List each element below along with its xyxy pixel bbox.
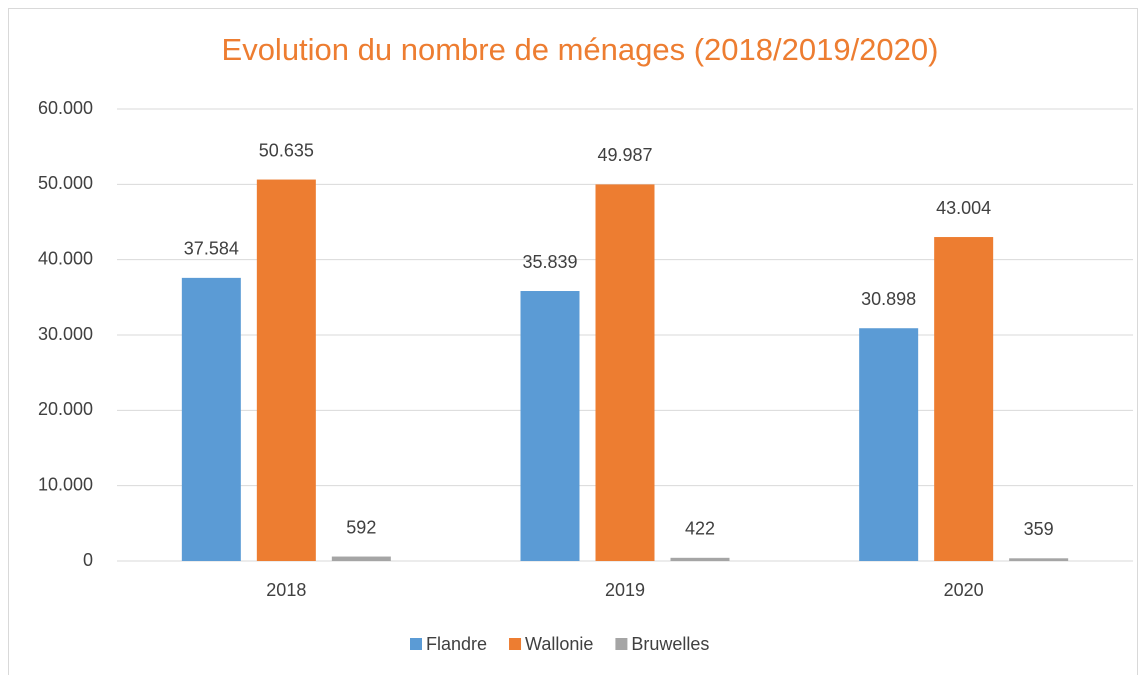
bar	[670, 557, 730, 561]
legend-swatch	[615, 638, 628, 650]
legend-label: Bruwelles	[631, 634, 709, 654]
chart-title: Evolution du nombre de ménages (2018/201…	[222, 32, 939, 67]
bar	[595, 184, 655, 561]
legend-swatch	[410, 638, 422, 650]
y-tick-label: 60.000	[38, 98, 93, 118]
value-label: 422	[685, 519, 715, 539]
x-tick-label: 2020	[944, 580, 984, 600]
bar	[181, 277, 241, 561]
bar	[859, 328, 919, 561]
value-label: 37.584	[184, 239, 239, 259]
value-label: 30.898	[861, 289, 916, 309]
legend-swatch	[509, 638, 522, 650]
y-tick-label: 0	[83, 550, 93, 570]
value-label: 35.839	[522, 252, 577, 272]
value-label: 49.987	[597, 145, 652, 165]
x-tick-label: 2018	[266, 580, 306, 600]
y-tick-label: 10.000	[38, 474, 93, 494]
value-label: 50.635	[259, 140, 314, 160]
y-tick-label: 20.000	[38, 399, 93, 419]
legend-label: Wallonie	[525, 634, 593, 654]
y-tick-label: 30.000	[38, 324, 93, 344]
value-label: 359	[1024, 519, 1054, 539]
bar	[934, 237, 994, 561]
bar	[520, 291, 580, 561]
y-tick-label: 40.000	[38, 248, 93, 268]
y-tick-label: 50.000	[38, 173, 93, 193]
value-label: 43.004	[936, 198, 991, 218]
chart-frame	[8, 8, 1138, 675]
bar	[256, 179, 316, 561]
bar	[331, 556, 391, 561]
bar	[1009, 558, 1069, 561]
x-tick-label: 2019	[605, 580, 645, 600]
legend-label: Flandre	[426, 634, 487, 654]
value-label: 592	[346, 517, 376, 537]
